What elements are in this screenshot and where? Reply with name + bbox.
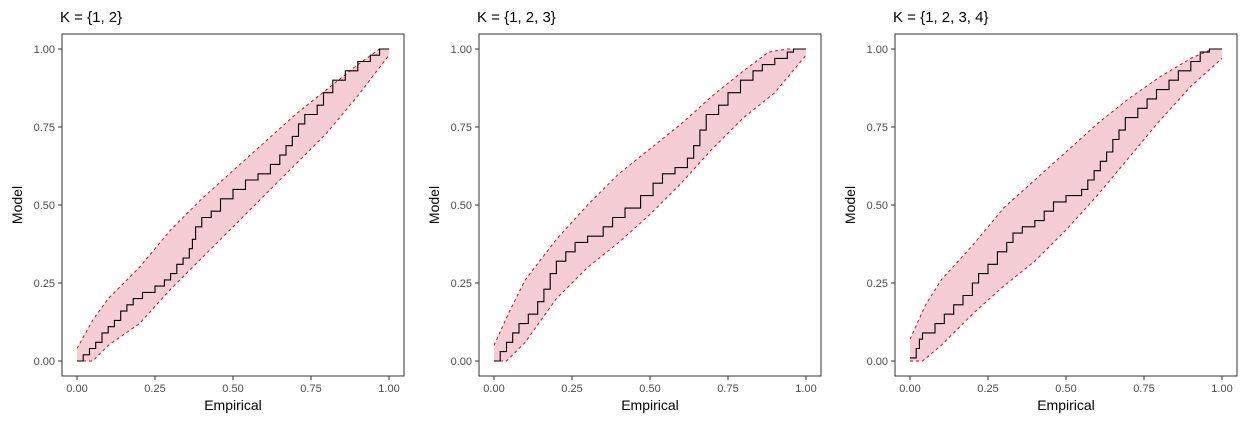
y-tick-label: 0.25	[451, 278, 472, 290]
band-upper-border	[493, 48, 806, 346]
chart-title: K = {1, 2, 3, 4}	[893, 9, 989, 26]
chart-panel-2: K = {1, 2, 3} 0.00 0.25 0.50 0.75 1.00 0.00 0.2…	[426, 9, 822, 413]
confidence-band	[494, 49, 806, 361]
x-tick-label: 0.50	[639, 383, 660, 395]
y-tick-label: 1.00	[867, 44, 888, 56]
y-tick-label: 1.00	[34, 44, 55, 56]
x-tick-label: 0.25	[977, 383, 998, 395]
y-tick-label: 0.00	[867, 356, 888, 368]
x-tick-label: 0.75	[1133, 383, 1154, 395]
y-tick-label: 0.75	[867, 122, 888, 134]
x-tick-label: 1.00	[1211, 383, 1232, 395]
x-tick-label: 0.50	[1055, 383, 1076, 395]
confidence-band	[910, 49, 1222, 361]
x-axis-label: Empirical	[1037, 397, 1095, 413]
band-upper-border	[909, 48, 1222, 340]
y-tick-label: 0.25	[867, 278, 888, 290]
x-axis-label: Empirical	[204, 397, 262, 413]
confidence-band	[77, 49, 389, 361]
band-lower-border	[494, 54, 807, 362]
step-line-series	[494, 48, 806, 362]
y-tick-label: 0.50	[34, 200, 55, 212]
x-tick-label: 0.25	[561, 383, 582, 395]
y-tick-label: 0.50	[867, 200, 888, 212]
chart-title: K = {1, 2}	[60, 9, 122, 26]
x-tick-label: 0.50	[222, 383, 243, 395]
x-tick-label: 0.00	[899, 383, 920, 395]
band-lower-border	[77, 54, 390, 362]
x-tick-label: 0.00	[483, 383, 504, 395]
step-line-series	[77, 48, 389, 362]
chart-panel-3: K = {1, 2, 3, 4} 0.00 0.25 0.50 0.75 1.00 0.00…	[842, 9, 1238, 413]
x-tick-label: 0.75	[300, 383, 321, 395]
chart-panel-1: K = {1, 2} 0.00 0.25 0.50 0.75 1.00 0.00 0.25 0.…	[9, 9, 405, 413]
chart-title: K = {1, 2, 3}	[477, 9, 556, 26]
y-tick-label: 0.00	[34, 356, 55, 368]
step-line-series	[910, 48, 1222, 359]
y-axis-label: Model	[9, 186, 25, 224]
band-lower-border	[910, 58, 1223, 362]
y-tick-label: 0.75	[34, 122, 55, 134]
x-tick-label: 1.00	[795, 383, 816, 395]
y-tick-label: 1.00	[451, 44, 472, 56]
x-tick-label: 0.00	[66, 383, 87, 395]
x-tick-label: 0.75	[717, 383, 738, 395]
y-tick-label: 0.00	[451, 356, 472, 368]
x-tick-label: 1.00	[378, 383, 399, 395]
y-tick-label: 0.75	[451, 122, 472, 134]
x-tick-label: 0.25	[144, 383, 165, 395]
y-axis-label: Model	[842, 186, 858, 224]
y-axis-label: Model	[426, 186, 442, 224]
x-axis-label: Empirical	[621, 397, 679, 413]
y-tick-label: 0.50	[451, 200, 472, 212]
y-tick-label: 0.25	[34, 278, 55, 290]
